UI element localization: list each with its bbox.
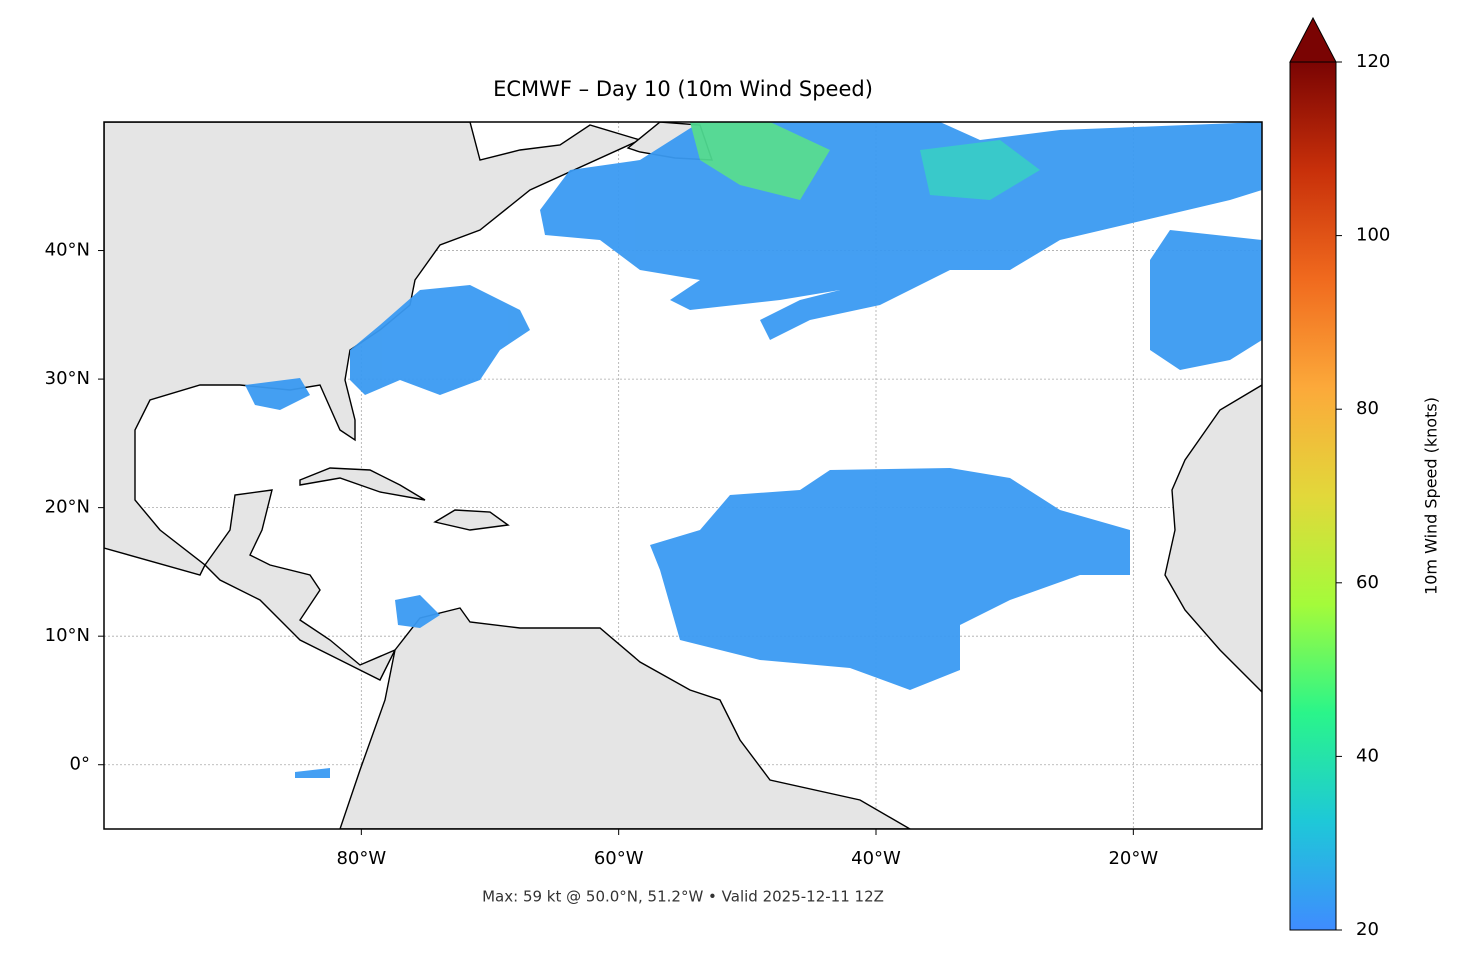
cuba bbox=[299, 467, 426, 501]
africa bbox=[1164, 384, 1262, 693]
central-america bbox=[204, 489, 397, 681]
map-title: ECMWF – Day 10 (10m Wind Speed) bbox=[493, 77, 873, 101]
wind-area bbox=[1150, 230, 1262, 370]
colorbar-tick-label: 40 bbox=[1356, 745, 1379, 766]
colorbar-extend bbox=[1289, 16, 1337, 63]
map-layer bbox=[104, 122, 1262, 829]
wind-area bbox=[245, 378, 310, 410]
x-tick-label: 60°W bbox=[594, 848, 644, 869]
map-frame bbox=[103, 121, 1263, 830]
colorbar-tick-label: 60 bbox=[1356, 572, 1379, 593]
wind-core bbox=[690, 122, 830, 200]
wind-area bbox=[540, 122, 1262, 340]
wind-area bbox=[395, 595, 440, 628]
colorbar-tick-label: 100 bbox=[1356, 225, 1390, 246]
map-subtitle: Max: 59 kt @ 50.0°N, 51.2°W • Valid 2025… bbox=[482, 888, 884, 906]
colorbar-frame bbox=[1289, 61, 1337, 931]
wind-area bbox=[295, 768, 330, 778]
hispaniola bbox=[433, 509, 510, 531]
colorbar-label: 10m Wind Speed (knots) bbox=[1422, 397, 1441, 595]
y-tick-label: 30°N bbox=[45, 368, 90, 389]
y-tick-label: 40°N bbox=[45, 240, 90, 261]
colorbar-tick-label: 120 bbox=[1356, 51, 1390, 72]
wind-core bbox=[920, 140, 1040, 200]
y-tick-label: 0° bbox=[70, 754, 90, 775]
wind-field bbox=[245, 122, 1262, 778]
colorbar-tick-label: 20 bbox=[1356, 919, 1379, 940]
y-tick-label: 20°N bbox=[45, 497, 90, 518]
colorbar-tick-label: 80 bbox=[1356, 398, 1379, 419]
y-tick-label: 10°N bbox=[45, 625, 90, 646]
north-america bbox=[104, 122, 642, 576]
x-tick-label: 40°W bbox=[851, 848, 901, 869]
wind-area bbox=[650, 468, 1130, 690]
x-tick-label: 80°W bbox=[336, 848, 386, 869]
wind-area bbox=[350, 285, 530, 395]
x-tick-label: 20°W bbox=[1108, 848, 1158, 869]
colorbar: 20 40 60 80 100 120 bbox=[1289, 16, 1390, 940]
colorbar-scale bbox=[1290, 62, 1336, 930]
south-america bbox=[339, 607, 912, 829]
